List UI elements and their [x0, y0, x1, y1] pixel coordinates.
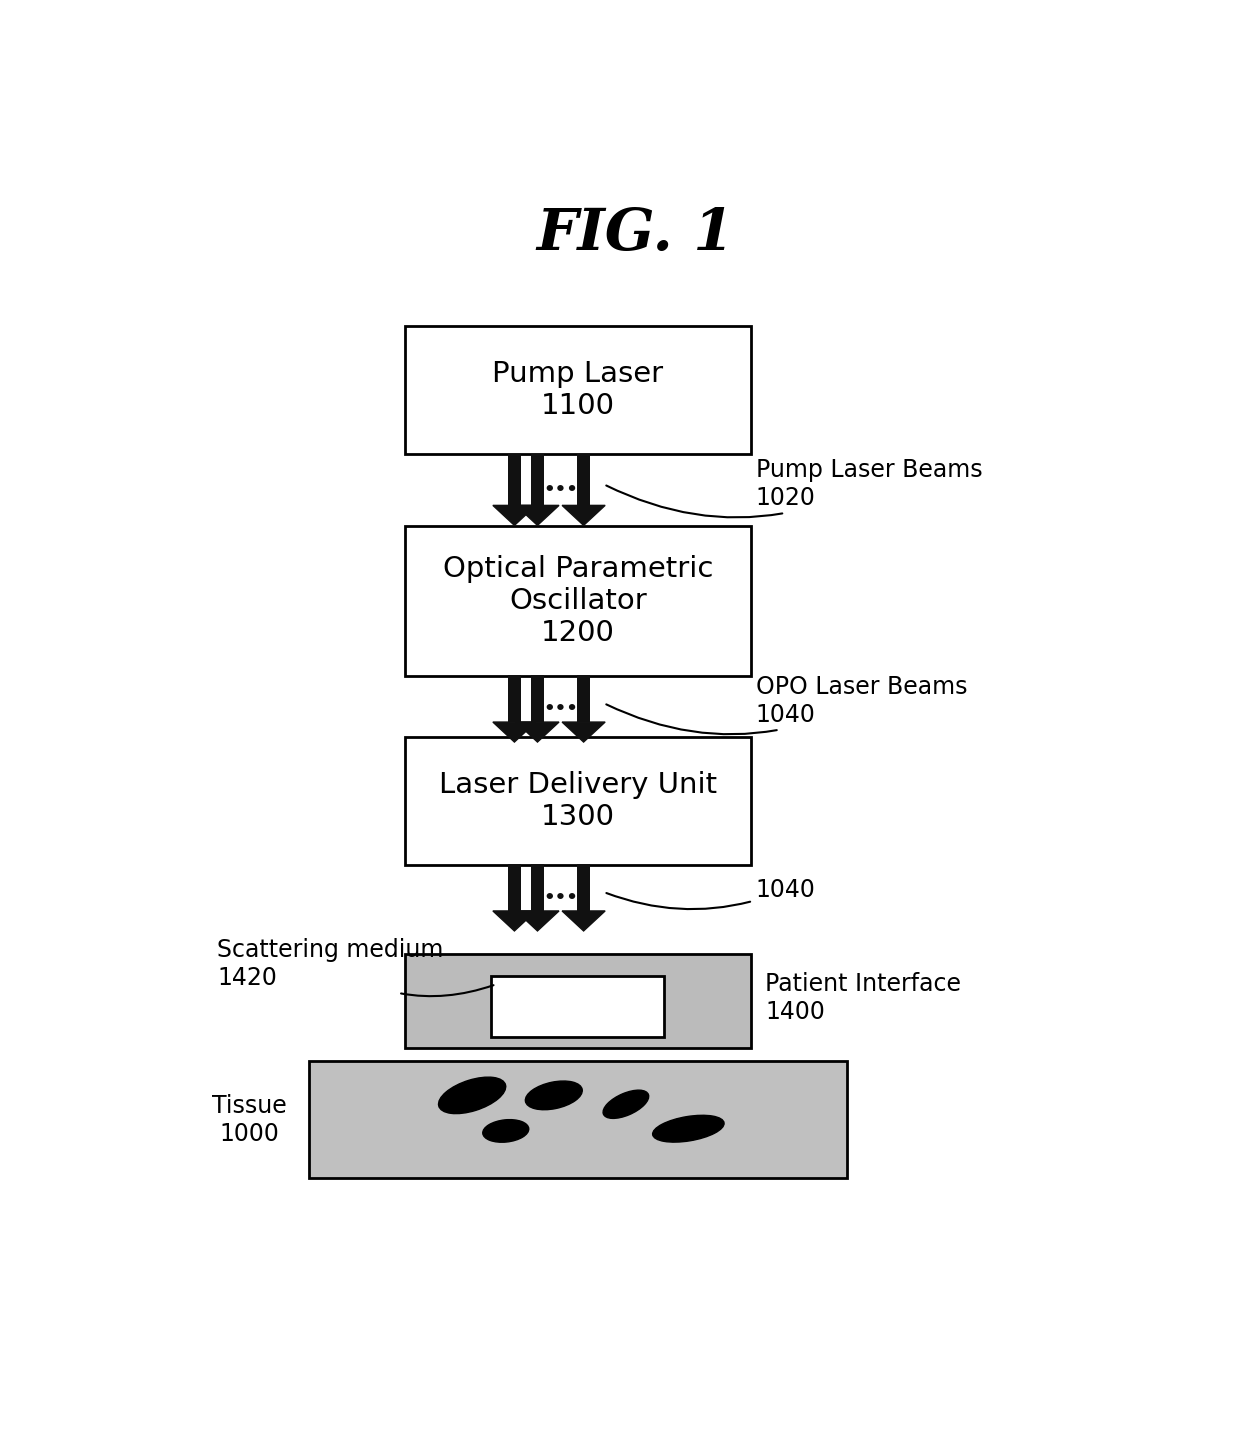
Bar: [404, 326, 750, 453]
Text: Patient Interface
1400: Patient Interface 1400: [765, 971, 961, 1023]
Text: OPO Laser Beams
1040: OPO Laser Beams 1040: [606, 675, 967, 734]
Bar: [491, 975, 665, 1038]
Text: •••: •••: [543, 700, 578, 717]
Bar: [577, 864, 590, 911]
Text: Pump Laser Beams
1020: Pump Laser Beams 1020: [606, 459, 982, 518]
Text: •••: •••: [543, 889, 578, 906]
Text: Tissue
1000: Tissue 1000: [212, 1094, 286, 1146]
Bar: [404, 954, 750, 1048]
Text: Scattering medium
1420: Scattering medium 1420: [217, 938, 494, 996]
Text: FIG. 1: FIG. 1: [537, 206, 734, 263]
Polygon shape: [516, 505, 559, 525]
Bar: [507, 864, 521, 911]
Text: •••: •••: [543, 481, 578, 499]
Bar: [507, 675, 521, 722]
Bar: [577, 675, 590, 722]
Polygon shape: [562, 722, 605, 742]
Bar: [404, 525, 750, 675]
Ellipse shape: [603, 1089, 649, 1118]
Ellipse shape: [482, 1120, 528, 1143]
Text: Pump Laser
1100: Pump Laser 1100: [492, 359, 663, 420]
Bar: [507, 455, 521, 505]
Bar: [309, 1062, 847, 1177]
Polygon shape: [492, 722, 536, 742]
Polygon shape: [562, 505, 605, 525]
Ellipse shape: [652, 1115, 724, 1143]
Polygon shape: [492, 505, 536, 525]
Bar: [531, 675, 544, 722]
Polygon shape: [492, 911, 536, 931]
Ellipse shape: [526, 1081, 583, 1110]
Bar: [531, 455, 544, 505]
Text: 1040: 1040: [606, 877, 816, 909]
Bar: [531, 864, 544, 911]
Bar: [577, 455, 590, 505]
Bar: [404, 737, 750, 864]
Polygon shape: [562, 911, 605, 931]
Polygon shape: [516, 722, 559, 742]
Text: Optical Parametric
Oscillator
1200: Optical Parametric Oscillator 1200: [443, 554, 713, 648]
Polygon shape: [516, 911, 559, 931]
Text: Laser Delivery Unit
1300: Laser Delivery Unit 1300: [439, 771, 717, 831]
Ellipse shape: [439, 1076, 506, 1114]
